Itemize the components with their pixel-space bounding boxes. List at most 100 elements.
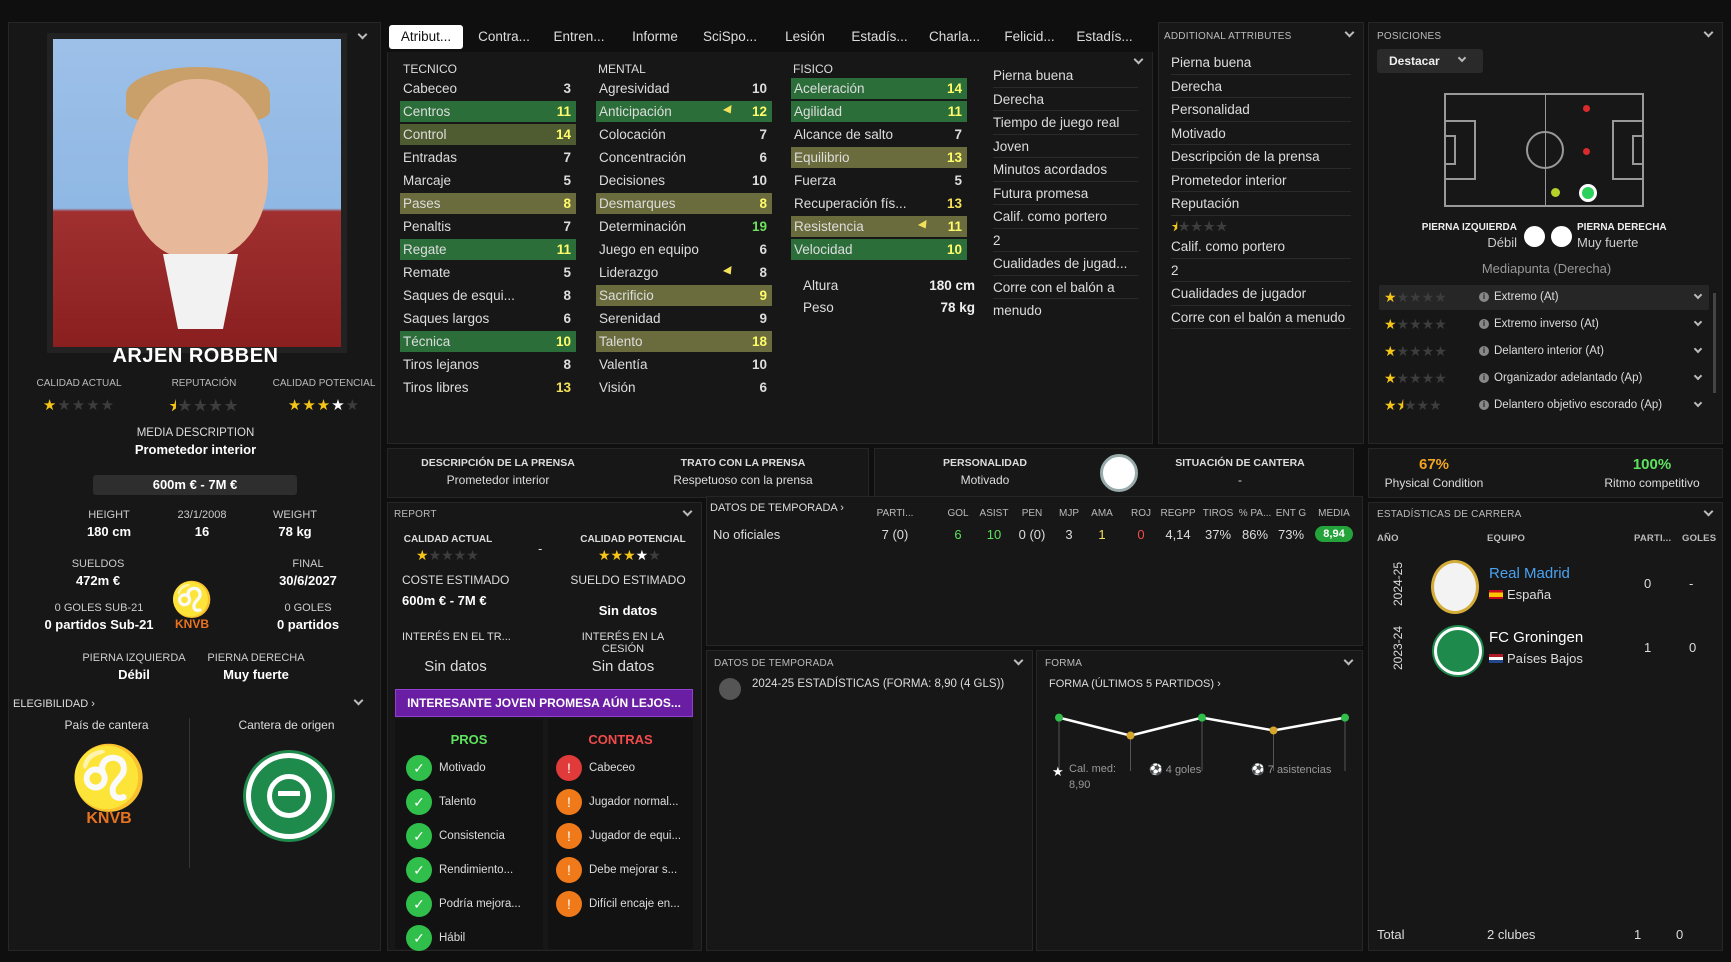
role-chevron-icon[interactable]: [1693, 290, 1703, 300]
attribute-row[interactable]: Marcaje 5: [400, 170, 576, 191]
season-stats-chevron-icon[interactable]: [1013, 655, 1024, 666]
tab-attributes[interactable]: Atribut...: [389, 25, 463, 49]
attribute-row[interactable]: Talento 18: [596, 331, 772, 352]
attribute-row[interactable]: Serenidad 9: [596, 308, 772, 329]
career-chevron-icon[interactable]: [1703, 506, 1714, 517]
attribute-row[interactable]: Técnica 10: [400, 331, 576, 352]
attribute-row[interactable]: Tiros libres 13: [400, 377, 576, 398]
pro-icon: ✓: [406, 891, 432, 917]
career-goals: -: [1689, 576, 1694, 591]
form-point[interactable]: [1055, 713, 1063, 722]
positions-chevron-icon[interactable]: [1703, 27, 1714, 38]
attribute-row[interactable]: Determinación 19: [596, 216, 772, 237]
tab-injury[interactable]: Lesión: [785, 29, 825, 44]
info-icon[interactable]: i: [1479, 373, 1489, 383]
tab-training[interactable]: Entren...: [553, 29, 605, 44]
report-chevron-icon[interactable]: [682, 506, 693, 517]
role-chevron-icon[interactable]: [1693, 371, 1703, 381]
attribute-row[interactable]: Juego en equipo 6: [596, 239, 772, 260]
role-chevron-icon[interactable]: [1693, 317, 1703, 327]
attribute-row[interactable]: Saques largos 6: [400, 308, 576, 329]
form-point[interactable]: [1126, 731, 1135, 740]
attribute-row[interactable]: Cabeceo 3: [400, 78, 576, 99]
attribute-row[interactable]: Remate 5: [400, 262, 576, 283]
attribute-row[interactable]: Alcance de salto 7: [791, 124, 967, 145]
attribute-row[interactable]: Pases 8: [400, 193, 576, 214]
season-title[interactable]: DATOS DE TEMPORADA ›: [710, 502, 844, 514]
info-icon[interactable]: i: [1479, 400, 1489, 410]
attribute-name: Valentía: [599, 357, 648, 372]
attribute-row[interactable]: Aceleración 14: [791, 78, 967, 99]
attribute-row[interactable]: Colocación 7: [596, 124, 772, 145]
attribute-row[interactable]: Control 14: [400, 124, 576, 145]
attribute-row[interactable]: Saques de esqui... 8: [400, 285, 576, 306]
attribute-value: 11: [947, 219, 962, 234]
info-icon[interactable]: i: [1479, 319, 1489, 329]
eligibility-chevron-icon[interactable]: [353, 695, 364, 706]
role-chevron-icon[interactable]: [1693, 344, 1703, 354]
con-item[interactable]: ! Jugador normal...: [556, 789, 691, 819]
attribute-row[interactable]: Agilidad 11: [791, 101, 967, 122]
con-item[interactable]: ! Debe mejorar s...: [556, 857, 691, 887]
pro-item[interactable]: ✓ Motivado: [406, 755, 536, 785]
attribute-row[interactable]: Agresividad 10: [596, 78, 772, 99]
tab-talk[interactable]: Charla...: [928, 29, 981, 44]
attribute-row[interactable]: Regate 11: [400, 239, 576, 260]
tab-contract[interactable]: Contra...: [478, 29, 530, 44]
tab-happiness[interactable]: Felicid...: [1004, 29, 1055, 44]
role-chevron-icon[interactable]: [1693, 398, 1703, 408]
attribute-row[interactable]: Centros 11: [400, 101, 576, 122]
attribute-row[interactable]: Recuperación fís... 13: [791, 193, 967, 214]
con-item[interactable]: ! Jugador de equi...: [556, 823, 691, 853]
info-icon[interactable]: i: [1479, 292, 1489, 302]
info-icon[interactable]: i: [1479, 346, 1489, 356]
additional-chevron-icon[interactable]: [1344, 27, 1355, 38]
career-title: ESTADÍSTICAS DE CARRERA: [1377, 509, 1522, 520]
form-point[interactable]: [1269, 726, 1278, 735]
attribute-row[interactable]: Equilibrio 13: [791, 147, 967, 168]
attribute-row[interactable]: Velocidad 10: [791, 239, 967, 260]
attribute-row[interactable]: Sacrificio 9: [596, 285, 772, 306]
attribute-row[interactable]: Entradas 7: [400, 147, 576, 168]
attribute-row[interactable]: Visión 6: [596, 377, 772, 398]
tab-scispo[interactable]: SciSpo...: [702, 29, 758, 44]
role-row[interactable]: ★★★★★ i Extremo inverso (At): [1379, 312, 1709, 337]
scout-summary-banner[interactable]: INTERESANTE JOVEN PROMESA AÚN LEJOS...: [395, 689, 693, 717]
tab-stats-2[interactable]: Estadís...: [1076, 29, 1133, 44]
con-label: Jugador normal...: [589, 796, 679, 808]
tab-stats[interactable]: Estadís...: [851, 29, 908, 44]
attribute-row[interactable]: Fuerza 5: [791, 170, 967, 191]
form-point[interactable]: [1341, 713, 1349, 722]
role-row[interactable]: ★★★★★ i Organizador adelantado (Ap): [1379, 366, 1709, 391]
pro-item[interactable]: ✓ Rendimiento...: [406, 857, 536, 887]
career-team-link[interactable]: Real Madrid: [1489, 565, 1570, 582]
attribute-row[interactable]: Resistencia 11: [791, 216, 967, 237]
attribute-row[interactable]: Decisiones 10: [596, 170, 772, 191]
con-item[interactable]: ! Cabeceo: [556, 755, 691, 785]
pro-item[interactable]: ✓ Talento: [406, 789, 536, 819]
attribute-row[interactable]: Valentía 10: [596, 354, 772, 375]
panel-menu-chevron-icon[interactable]: [357, 29, 368, 40]
attributes-menu-chevron-icon[interactable]: [1133, 54, 1144, 65]
career-team-link[interactable]: FC Groningen: [1489, 629, 1584, 646]
tab-report[interactable]: Informe: [632, 29, 678, 44]
pro-item[interactable]: ✓ Hábil: [406, 925, 536, 955]
role-row[interactable]: ★★★★★ i Extremo (At): [1379, 285, 1709, 310]
attribute-value: 11: [556, 242, 571, 257]
pro-item[interactable]: ✓ Podría mejora...: [406, 891, 536, 921]
attribute-row[interactable]: Liderazgo 8: [596, 262, 772, 283]
highlight-dropdown[interactable]: Destacar: [1377, 49, 1483, 73]
attribute-row[interactable]: Anticipación 12: [596, 101, 772, 122]
form-chevron-icon[interactable]: [1343, 655, 1354, 666]
attribute-row[interactable]: Concentración 6: [596, 147, 772, 168]
attribute-row[interactable]: Desmarques 8: [596, 193, 772, 214]
role-row[interactable]: ★⯨★★★ i Delantero objetivo escorado (Ap): [1379, 393, 1709, 418]
pro-item[interactable]: ✓ Consistencia: [406, 823, 536, 853]
con-item[interactable]: ! Difícil encaje en...: [556, 891, 691, 921]
role-row[interactable]: ★★★★★ i Delantero interior (At): [1379, 339, 1709, 364]
attribute-row[interactable]: Penaltis 7: [400, 216, 576, 237]
form-subtitle[interactable]: FORMA (ÚLTIMOS 5 PARTIDOS) ›: [1049, 678, 1221, 690]
form-point[interactable]: [1198, 713, 1206, 722]
eligibility-link[interactable]: ELEGIBILIDAD ›: [13, 698, 95, 710]
attribute-row[interactable]: Tiros lejanos 8: [400, 354, 576, 375]
